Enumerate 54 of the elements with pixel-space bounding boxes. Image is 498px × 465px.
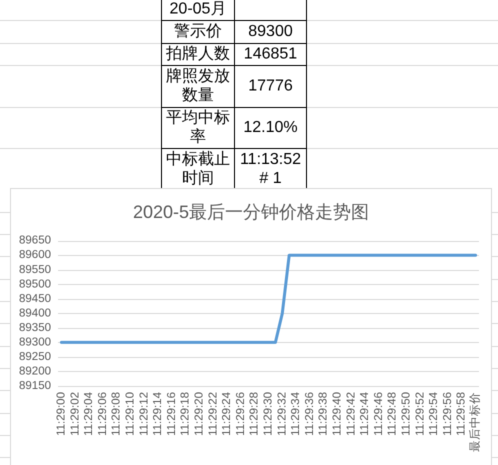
- x-tick-label: 11:29:32: [276, 392, 288, 436]
- x-tick-label: 11:29:58: [456, 392, 468, 436]
- text: 20-05月: [170, 0, 226, 18]
- y-tick-label: 89500: [19, 278, 51, 290]
- x-tick-label: 11:29:28: [248, 392, 261, 436]
- x-tick-label: 11:29:44: [359, 391, 372, 436]
- y-tick-label: 89350: [19, 322, 51, 334]
- text: 12.10%: [243, 118, 298, 136]
- x-tick-label: 11:29:00: [55, 392, 68, 436]
- x-tick-label: 11:29:18: [180, 392, 192, 436]
- x-tick-label: 11:29:38: [318, 392, 330, 436]
- y-tick-label: 89600: [19, 249, 51, 262]
- chart-title: 2020-5最后一分钟价格走势图: [132, 202, 370, 222]
- text: 11:13:52 # 1: [240, 150, 302, 187]
- x-tick-label: 11:29:40: [332, 392, 344, 436]
- x-tick-label: 11:29:36: [304, 392, 316, 436]
- x-tick-label: 11:29:02: [69, 392, 82, 436]
- text: 牌照发放数量: [166, 66, 230, 104]
- x-tick-label: 11:29:04: [83, 391, 96, 436]
- x-tick-label: 11:29:14: [152, 391, 164, 436]
- y-tick-label: 89400: [19, 307, 51, 320]
- text: 146851: [244, 45, 298, 62]
- text: 警示价: [174, 22, 222, 40]
- x-tick-label: 11:29:48: [386, 392, 399, 436]
- x-tick-label: 11:29:26: [234, 392, 247, 436]
- y-tick-label: 89300: [19, 336, 51, 348]
- x-tick-label: 最后中标价: [468, 392, 482, 452]
- x-tick-label: 11:29:10: [124, 392, 136, 436]
- x-tick-label: 11:29:54: [428, 391, 440, 436]
- y-tick-label: 89150: [19, 380, 51, 392]
- y-tick-label: 89450: [19, 292, 51, 305]
- text: 17776: [248, 77, 293, 94]
- x-tick-label: 11:29:16: [166, 392, 178, 436]
- x-tick-label: 11:29:08: [110, 392, 123, 436]
- x-tick-label: 11:29:12: [138, 392, 150, 436]
- text: 拍牌人数: [165, 44, 230, 62]
- y-tick-label: 89250: [19, 350, 51, 363]
- x-tick-label: 11:29:24: [221, 391, 234, 436]
- x-tick-label: 11:29:20: [193, 392, 206, 436]
- y-tick-label: 89200: [19, 365, 51, 378]
- y-tick-label: 89650: [19, 234, 51, 247]
- text: 89300: [248, 22, 293, 40]
- x-tick-label: 11:29:56: [442, 392, 454, 436]
- x-tick-label: 11:29:50: [400, 392, 413, 436]
- x-tick-label: 11:29:52: [414, 392, 426, 436]
- x-tick-label: 11:29:22: [207, 392, 220, 436]
- text: 中标截止时间: [166, 150, 230, 187]
- x-tick-label: 11:29:06: [96, 392, 109, 436]
- x-tick-label: 11:29:34: [290, 391, 302, 436]
- text: 平均中标率: [166, 108, 230, 146]
- x-tick-label: 11:29:46: [372, 392, 385, 436]
- x-tick-label: 11:29:30: [262, 392, 274, 436]
- y-tick-label: 89550: [19, 264, 51, 276]
- x-tick-label: 11:29:42: [345, 392, 358, 436]
